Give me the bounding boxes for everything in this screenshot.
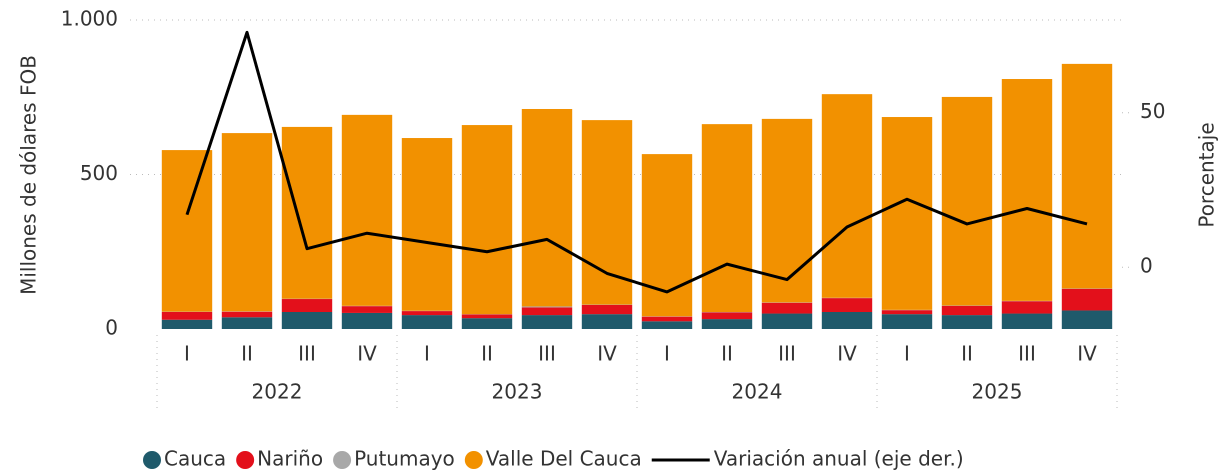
bar-segment [1001, 301, 1053, 314]
x-tick-label: IV [1077, 342, 1097, 366]
x-tick-label: III [538, 342, 556, 366]
bar-segment [221, 133, 273, 312]
y-axis-label: Millones de dólares FOB [17, 55, 41, 295]
legend-marker [464, 451, 483, 469]
x-tick-label: II [241, 342, 253, 366]
legend-label: Nariño [257, 447, 323, 471]
legend-label: Valle Del Cauca [486, 447, 642, 471]
x-tick-label: II [721, 342, 733, 366]
legend-label: Variación anual (eje der.) [714, 447, 964, 471]
x-tick-label: I [424, 342, 430, 366]
x-tick-label: IV [357, 342, 377, 366]
bar-segment [941, 315, 993, 329]
bar-segment [821, 94, 873, 298]
bar-segment [1061, 310, 1113, 329]
bar-segment [161, 319, 213, 329]
bar-segment [581, 314, 633, 329]
bar-segment [581, 304, 633, 315]
legend-label: Cauca [164, 447, 226, 471]
bar-segment [401, 315, 453, 329]
bar-segment [641, 321, 693, 329]
bar-segment [341, 114, 393, 306]
bar-segment [941, 96, 993, 306]
x-group-label: 2023 [492, 380, 543, 404]
x-tick-label: II [961, 342, 973, 366]
x-group-label: 2024 [732, 380, 783, 404]
x-tick-label: I [904, 342, 910, 366]
bar-segment [881, 314, 933, 329]
bar-segment [881, 117, 933, 310]
bar-segment [641, 154, 693, 317]
legend-marker [143, 451, 161, 469]
y-tick-label: 0 [105, 316, 118, 340]
y-tick-label: 1.000 [61, 7, 118, 31]
bar-segment [221, 311, 273, 318]
x-tick-label: III [778, 342, 796, 366]
bar-segment [281, 312, 333, 329]
bar-segment [521, 108, 573, 307]
bar-segment [701, 319, 753, 329]
bar-segment [821, 298, 873, 313]
x-tick-label: III [1018, 342, 1036, 366]
legend-label: Putumayo [354, 447, 455, 471]
bar-segment [941, 305, 993, 316]
x-tick-label: IV [597, 342, 617, 366]
bar-segment [761, 302, 813, 314]
bar-segment [821, 312, 873, 329]
bar-segment [521, 315, 573, 329]
bar-segment [461, 314, 513, 319]
x-group-label: 2022 [252, 380, 303, 404]
x-tick-label: I [664, 342, 670, 366]
bar-segment [1001, 79, 1053, 301]
bar-segment [461, 318, 513, 329]
y-tick-label: 500 [80, 161, 118, 185]
y2-tick-label: 0 [1140, 254, 1153, 278]
bar-segment [1061, 288, 1113, 311]
bar-segment [521, 307, 573, 316]
bar-segment [341, 312, 393, 329]
bar-segment [641, 316, 693, 322]
bar-segment [701, 124, 753, 313]
x-tick-label: I [184, 342, 190, 366]
bar-segment [161, 312, 213, 320]
bar-segment [761, 313, 813, 329]
y2-axis-label: Porcentaje [1195, 122, 1219, 227]
bar-segment [341, 306, 393, 313]
bar-segment [1061, 63, 1113, 289]
bar-segment [281, 299, 333, 313]
legend-marker [236, 451, 255, 469]
x-group-label: 2025 [972, 380, 1023, 404]
bar-segment [461, 125, 513, 315]
bar-segment [401, 311, 453, 316]
bar-segment [701, 312, 753, 320]
legend-marker [333, 451, 352, 469]
x-tick-label: IV [837, 342, 857, 366]
bar-segment [761, 118, 813, 303]
y2-tick-label: 50 [1140, 99, 1165, 123]
bar-segment [401, 138, 453, 311]
x-tick-label: III [298, 342, 316, 366]
x-tick-label: II [481, 342, 493, 366]
bar-segment [221, 317, 273, 329]
bar-segment [581, 120, 633, 305]
line-series [185, 30, 1088, 294]
bar-segment [1001, 313, 1053, 329]
bar-segment [881, 310, 933, 315]
bar-segment [521, 306, 573, 308]
bar-segment [281, 126, 333, 299]
bar-segment [161, 150, 213, 312]
